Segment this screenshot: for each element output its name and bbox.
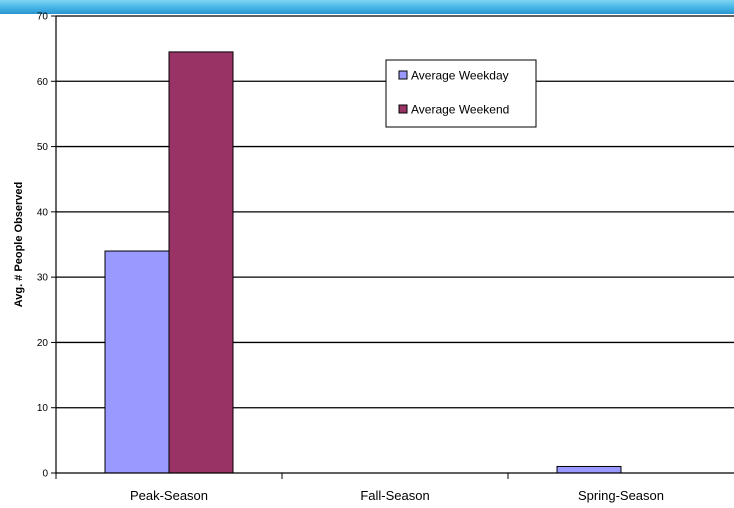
legend-label: Average Weekday — [411, 69, 509, 83]
y-tick-label: 60 — [37, 77, 49, 88]
legend-swatch — [398, 104, 408, 114]
axes — [51, 15, 734, 479]
bar-average-weekend-peak-season — [168, 51, 234, 474]
y-tick-labels: 0 10 20 30 40 50 60 70 — [37, 12, 49, 480]
legend-label: Average Weekend — [411, 103, 509, 117]
legend-swatch — [398, 70, 408, 80]
y-axis-title: Avg. # People Observed — [13, 182, 25, 308]
legend: Average Weekday Average Weekend — [385, 59, 537, 128]
gridlines — [56, 15, 734, 409]
x-tick-label: Peak-Season — [130, 488, 208, 503]
y-tick-label: 70 — [37, 12, 49, 23]
y-tick-label: 40 — [37, 207, 49, 218]
y-tick-label: 50 — [37, 142, 49, 153]
bar-average-weekday-spring-season — [556, 465, 622, 474]
legend-box — [385, 59, 537, 128]
y-tick-label: 30 — [37, 273, 49, 284]
bars — [104, 51, 622, 474]
x-tick-label: Fall-Season — [360, 488, 429, 503]
y-tick-label: 10 — [37, 403, 49, 414]
x-tick-label: Spring-Season — [578, 488, 664, 503]
bar-average-weekday-peak-season — [104, 250, 170, 474]
x-tick-labels: Peak-Season Fall-Season Spring-Season — [130, 488, 664, 503]
y-tick-label: 0 — [42, 469, 48, 480]
window-title-bar — [0, 0, 734, 14]
y-tick-label: 20 — [37, 338, 49, 349]
